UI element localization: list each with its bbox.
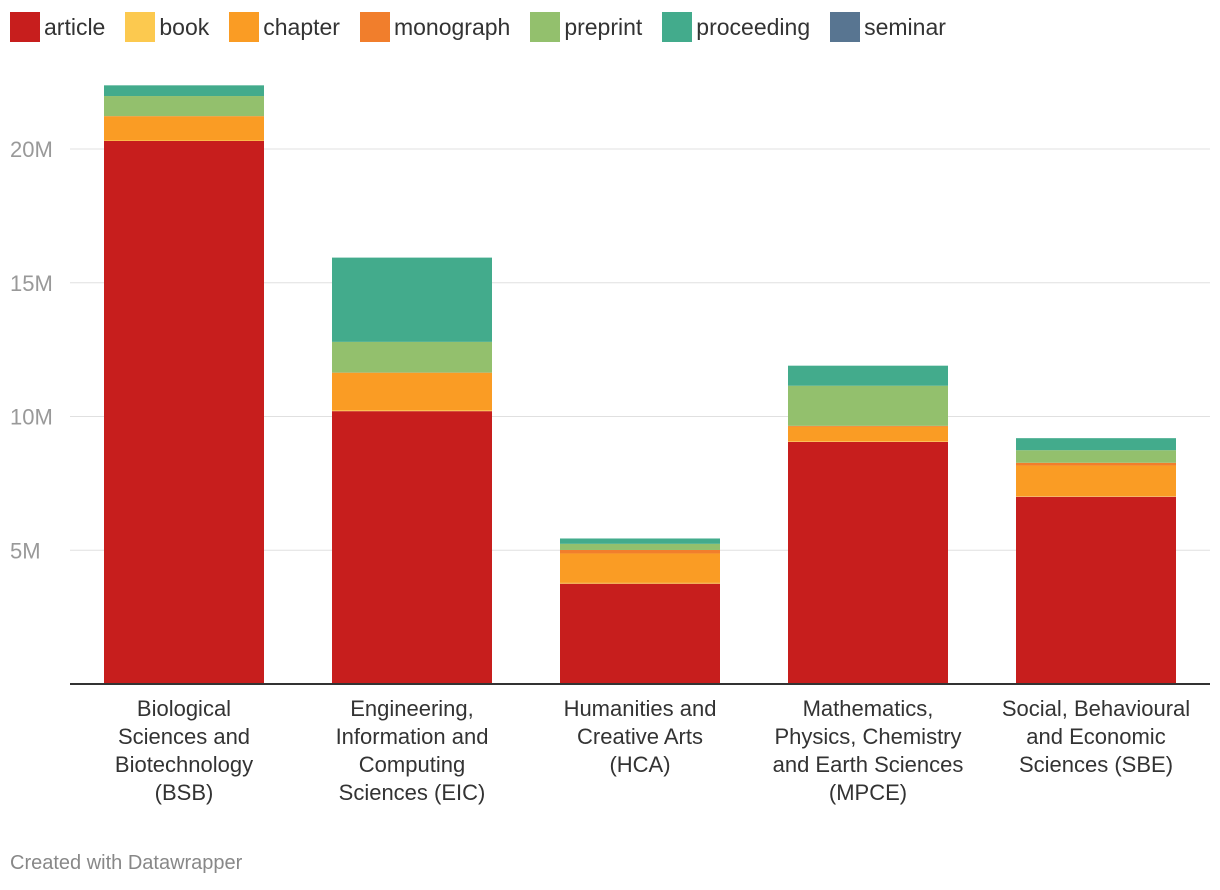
- bar-segment-chapter: [104, 116, 264, 141]
- bar-segment-book: [788, 441, 948, 442]
- bar-segment-article: [104, 140, 264, 685]
- legend-label-chapter: chapter: [263, 13, 340, 40]
- legend-label-article: article: [44, 13, 106, 40]
- x-tick-label: and Economic: [1026, 724, 1165, 749]
- x-tick-label: Sciences and: [118, 724, 250, 749]
- bar-segment-proceeding: [332, 257, 492, 342]
- y-tick-label: 15M: [10, 271, 53, 296]
- legend-swatch-book: [125, 12, 156, 42]
- bar-segment-book: [332, 410, 492, 412]
- x-tick-label: Physics, Chemistry: [774, 724, 961, 749]
- legend-label-book: book: [159, 13, 210, 40]
- bar-segment-preprint: [788, 385, 948, 426]
- legend-item-article: article: [10, 12, 105, 42]
- x-tick-label: Biological: [137, 696, 231, 721]
- x-tick-label: Humanities and: [564, 696, 717, 721]
- bar-segment-article: [788, 441, 948, 684]
- bar-segment-book: [1016, 496, 1176, 497]
- y-tick-label: 20M: [10, 137, 53, 162]
- bar-segment-chapter: [332, 372, 492, 411]
- legend-swatch-article: [10, 12, 40, 42]
- y-tick-label: 10M: [10, 405, 53, 430]
- bar-segment-proceeding: [104, 85, 264, 97]
- legend-label-monograph: monograph: [393, 13, 511, 40]
- legend-item-monograph: monograph: [359, 12, 511, 42]
- bar-segment-preprint: [560, 543, 720, 550]
- bar-segment-article: [1016, 496, 1176, 684]
- legend-swatch-proceeding: [662, 12, 693, 42]
- x-tick-label: Sciences (EIC): [339, 780, 486, 805]
- bar-segment-preprint: [104, 96, 264, 117]
- bar-segment-article: [332, 411, 492, 684]
- y-tick-label: 5M: [10, 538, 41, 563]
- legend-label-preprint: preprint: [564, 13, 643, 40]
- x-tick-label: Creative Arts: [577, 724, 703, 749]
- legend-item-chapter: chapter: [229, 12, 340, 42]
- legend-item-book: book: [125, 12, 209, 42]
- bar-segment-book: [560, 582, 720, 584]
- legend-label-proceeding: proceeding: [696, 13, 811, 40]
- legend-item-proceeding: proceeding: [662, 12, 810, 42]
- x-tick-label: Social, Behavioural: [1002, 696, 1190, 721]
- bar-segment-monograph: [788, 425, 948, 427]
- bar-segment-preprint: [1016, 450, 1176, 463]
- bar-segment-monograph: [560, 549, 720, 554]
- x-tick-label: Engineering,: [350, 696, 474, 721]
- bar-segment-monograph: [1016, 462, 1176, 466]
- legend-item-seminar: seminar: [830, 12, 946, 42]
- x-tick-label: Computing: [359, 752, 465, 777]
- legend-swatch-seminar: [830, 12, 861, 42]
- x-tick-label: Sciences (SBE): [1019, 752, 1173, 777]
- x-tick-label: (BSB): [155, 780, 214, 805]
- bar-segment-article: [560, 583, 720, 684]
- chart-legend: article book chapter monograph preprint proce…: [10, 10, 966, 44]
- legend-swatch-preprint: [530, 12, 561, 42]
- x-tick-label: Biotechnology: [115, 752, 253, 777]
- x-tick-label: and Earth Sciences: [773, 752, 964, 777]
- x-tick-label: Mathematics,: [803, 696, 934, 721]
- bar-segment-proceeding: [560, 538, 720, 544]
- bar-segment-chapter: [788, 426, 948, 442]
- x-tick-label: (HCA): [609, 752, 670, 777]
- x-tick-label: (MPCE): [829, 780, 907, 805]
- bar-segment-proceeding: [788, 365, 948, 386]
- x-tick-label: Information and: [336, 724, 489, 749]
- bar-segment-chapter: [1016, 465, 1176, 497]
- bar-segment-preprint: [332, 341, 492, 373]
- bar-segment-book: [104, 140, 264, 141]
- bar-segment-chapter: [560, 553, 720, 583]
- legend-swatch-monograph: [359, 12, 390, 42]
- legend-swatch-chapter: [229, 12, 260, 42]
- credit-text: Created with Datawrapper: [10, 852, 243, 874]
- stacked-bar-chart: 5M 10M 15M 20M Biological Sciences and Biotech…: [10, 85, 1210, 805]
- legend-label-seminar: seminar: [864, 13, 946, 40]
- bar-segment-proceeding: [1016, 438, 1176, 451]
- legend-item-preprint: preprint: [530, 12, 642, 42]
